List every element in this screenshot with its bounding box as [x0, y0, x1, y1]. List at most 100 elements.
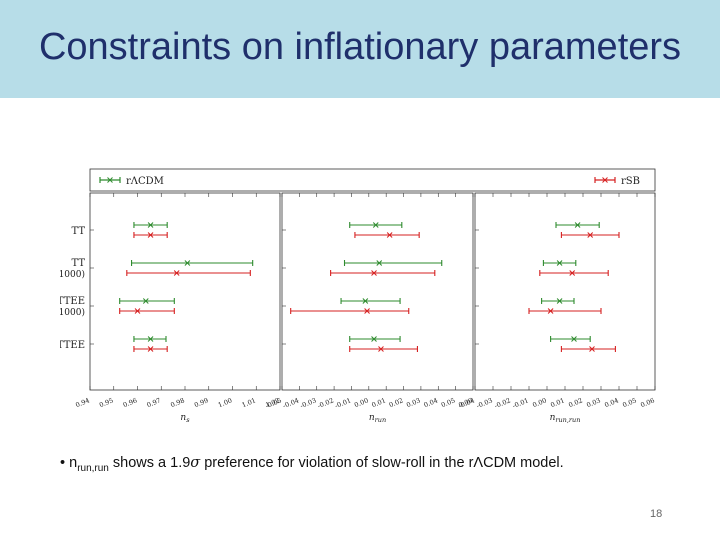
panel-0-series-0-row-1-marker [184, 260, 191, 266]
panel-2-series-0-row-1-marker-b [556, 260, 563, 266]
panel-1-tick-label-9: 0.04 [423, 396, 439, 409]
bullet-sigma: σ [190, 455, 201, 471]
panel-1-xlabel-base: n [369, 413, 375, 423]
panel-2-frame [474, 192, 656, 391]
panel-0-series-0-row-3-marker-b [147, 336, 154, 342]
panel-2-series-0-row-0-marker-b [574, 222, 581, 228]
panel-2-xlabel-base: n [550, 413, 556, 423]
panel-2-tick-label-4: 0.00 [531, 396, 547, 409]
legend-box [89, 168, 656, 192]
panel-1-tick-label-5: 0.00 [353, 396, 369, 409]
panel-0-xlabel: ns [180, 413, 190, 424]
panel-2-tick-label-6: 0.02 [567, 396, 583, 409]
panel-1-series-0-row-1-marker [376, 260, 383, 266]
legend-marker-1-b [602, 177, 608, 183]
panel-1-series-0-row-2-marker-b [362, 298, 369, 304]
panel-1-tick-label-2: -0.03 [299, 396, 317, 410]
panel-0-series-1-row-0-marker [147, 232, 154, 238]
panel-2-series-0-row-3-marker [571, 336, 577, 342]
panel-0-tick-label-1: 0.95 [98, 396, 114, 409]
panel-0-tick-label-7: 1.01 [241, 396, 257, 409]
panel-2-tick-label-0: -0.04 [457, 396, 475, 410]
panel-1-series-1-row-1-marker [371, 270, 377, 276]
panel-1-series-0-row-3-marker-b [371, 336, 377, 342]
panel-0-frame [89, 192, 281, 391]
panel-1-tick-label-3: -0.02 [316, 396, 334, 410]
panel-1-xlabel-sub: run [375, 416, 386, 424]
bullet-text-a: shows a 1.9 [108, 455, 191, 471]
panel-2-tick-label-8: 0.04 [603, 396, 619, 409]
bullet-point: • nrun,run shows a 1.9σ preference for v… [60, 455, 680, 474]
panel-0-series-1-row-2-marker [134, 308, 141, 314]
panel-1-frame [281, 192, 474, 391]
panel-0-tick-label-5: 0.99 [193, 396, 209, 409]
panel-2-tick-label-10: 0.06 [639, 396, 655, 409]
panel-2-tick-label-9: 0.05 [621, 396, 637, 409]
panel-0-series-0-row-0-marker [147, 222, 154, 228]
panel-1-tick-label-6: 0.01 [371, 396, 387, 409]
panel-2-series-0-row-2-marker-b [556, 298, 563, 304]
row-label-1-line1: TT [71, 258, 85, 269]
page-number: 18 [650, 508, 663, 520]
panel-0-series-1-row-2-marker-b [134, 308, 141, 314]
panel-2-series-1-row-1-marker [569, 270, 576, 276]
bullet-symbol: n [69, 455, 78, 471]
panel-0-series-1-row-1-marker-b [173, 270, 180, 276]
row-label-0: TT [71, 226, 85, 237]
legend-marker-1 [602, 177, 608, 183]
row-label-3: TTEE [60, 340, 85, 351]
title-bar [0, 0, 720, 98]
slide-title: Constraints on inflationary parameters [38, 25, 682, 68]
panel-0-series-0-row-2-marker [142, 298, 149, 304]
panel-0-tick-label-3: 0.97 [146, 396, 162, 409]
panel-1-series-0-row-2-marker [362, 298, 369, 304]
panel-1-series-1-row-2-marker-b [364, 308, 370, 314]
panel-2-series-1-row-2-marker-b [547, 308, 554, 314]
panel-0-series-1-row-0-marker-b [147, 232, 154, 238]
row-label-2-line2: (ℓ < 1000) [60, 307, 85, 318]
panel-0-series-1-row-1-marker [173, 270, 180, 276]
bullet-text-b: preference for violation of slow-roll in… [200, 455, 564, 471]
legend-marker-0 [107, 177, 113, 183]
panel-2-tick-label-2: -0.02 [493, 396, 511, 410]
panel-1-series-1-row-2-marker [364, 308, 370, 314]
panel-1-series-1-row-0-marker-b [386, 232, 393, 238]
panel-1-series-1-row-0-marker [386, 232, 393, 238]
panel-2-tick-label-3: -0.01 [511, 396, 529, 410]
panel-0-series-0-row-1-marker-b [184, 260, 191, 266]
panel-1-tick-label-10: 0.05 [440, 396, 456, 409]
panel-2-series-1-row-3-marker-b [589, 346, 595, 352]
panel-0-xlabel-sub: s [186, 416, 190, 424]
panel-2-series-0-row-2-marker [556, 298, 563, 304]
panel-1-series-0-row-0-marker [372, 222, 379, 228]
panel-1-tick-label-0: -0.05 [264, 396, 282, 410]
panel-2-tick-label-1: -0.03 [475, 396, 493, 410]
panel-1-tick-label-4: -0.01 [334, 396, 352, 410]
legend-marker-0-b [107, 177, 113, 183]
legend-label-0: rΛCDM [126, 176, 164, 187]
panel-0-series-0-row-0-marker-b [147, 222, 154, 228]
panel-2-xlabel-sub: run,run [555, 416, 580, 424]
panel-0-xlabel-base: n [180, 413, 186, 423]
panel-0-tick-label-6: 1.00 [217, 396, 233, 409]
row-label-2-line1: TTEE [60, 296, 85, 307]
panel-2-xlabel: nrun,run [550, 413, 581, 424]
panel-2-series-0-row-0-marker [574, 222, 581, 228]
panel-1-tick-label-1: -0.04 [282, 396, 300, 410]
panel-0-series-1-row-3-marker-b [147, 346, 154, 352]
panel-1-series-1-row-3-marker-b [378, 346, 384, 352]
panel-1-tick-label-8: 0.03 [405, 396, 421, 409]
panel-2-series-1-row-0-marker-b [587, 232, 594, 238]
panel-2-series-0-row-1-marker [556, 260, 563, 266]
panel-1-series-0-row-3-marker [371, 336, 377, 342]
panel-2-series-0-row-3-marker-b [571, 336, 577, 342]
panel-2-tick-label-5: 0.01 [549, 396, 565, 409]
panel-0-tick-label-2: 0.96 [122, 396, 138, 409]
panel-2-tick-label-7: 0.03 [585, 396, 601, 409]
panel-1-xlabel: nrun [369, 413, 386, 424]
row-label-1-line2: (ℓ < 1000) [60, 269, 85, 280]
panel-2-series-1-row-0-marker [587, 232, 594, 238]
panel-2-series-1-row-1-marker-b [569, 270, 576, 276]
panel-1-series-0-row-0-marker-b [372, 222, 379, 228]
